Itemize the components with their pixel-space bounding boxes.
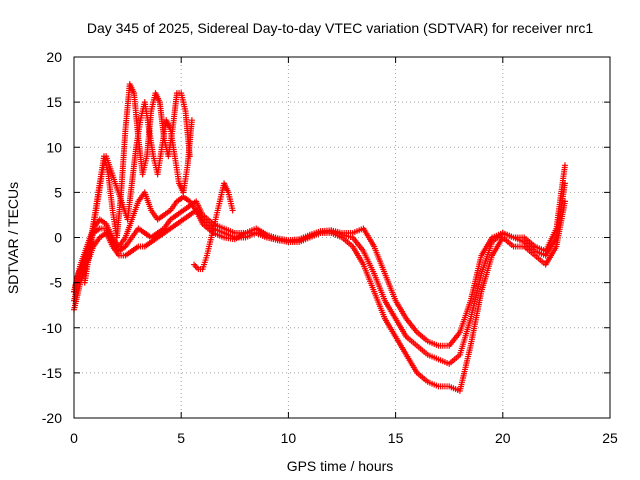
data-marks <box>71 81 568 394</box>
y-tick-label: 20 <box>46 49 62 65</box>
series-trace-2 <box>71 180 568 367</box>
x-axis-title: GPS time / hours <box>287 458 394 474</box>
x-tick-label: 25 <box>602 430 618 446</box>
x-tick-label: 0 <box>70 430 78 446</box>
series-trace-5 <box>81 99 195 286</box>
series-trace-1 <box>71 198 568 394</box>
x-tick-label: 10 <box>281 430 297 446</box>
x-tick-label: 20 <box>495 430 511 446</box>
y-tick-label: 0 <box>54 230 62 246</box>
x-tick-label: 15 <box>388 430 404 446</box>
y-tick-label: -10 <box>42 320 62 336</box>
y-tick-label: -5 <box>50 275 63 291</box>
chart-title: Day 345 of 2025, Sidereal Day-to-day VTE… <box>87 20 593 36</box>
y-tick-label: 15 <box>46 94 62 110</box>
y-axis-title: SDTVAR / TECUs <box>5 182 21 294</box>
y-tick-label: 5 <box>54 184 62 200</box>
data-point <box>188 117 195 124</box>
y-tick-label: -20 <box>42 410 62 426</box>
x-tick-label: 5 <box>177 430 185 446</box>
y-tick-label: 10 <box>46 139 62 155</box>
y-tick-label: -15 <box>42 365 62 381</box>
data-point <box>229 207 236 214</box>
axis-ticks: 0 5 10 15 20 25 -20 -15 -10 -5 0 5 10 15 20 <box>42 49 618 446</box>
series-trace-6 <box>191 180 236 273</box>
data-point <box>561 162 568 169</box>
